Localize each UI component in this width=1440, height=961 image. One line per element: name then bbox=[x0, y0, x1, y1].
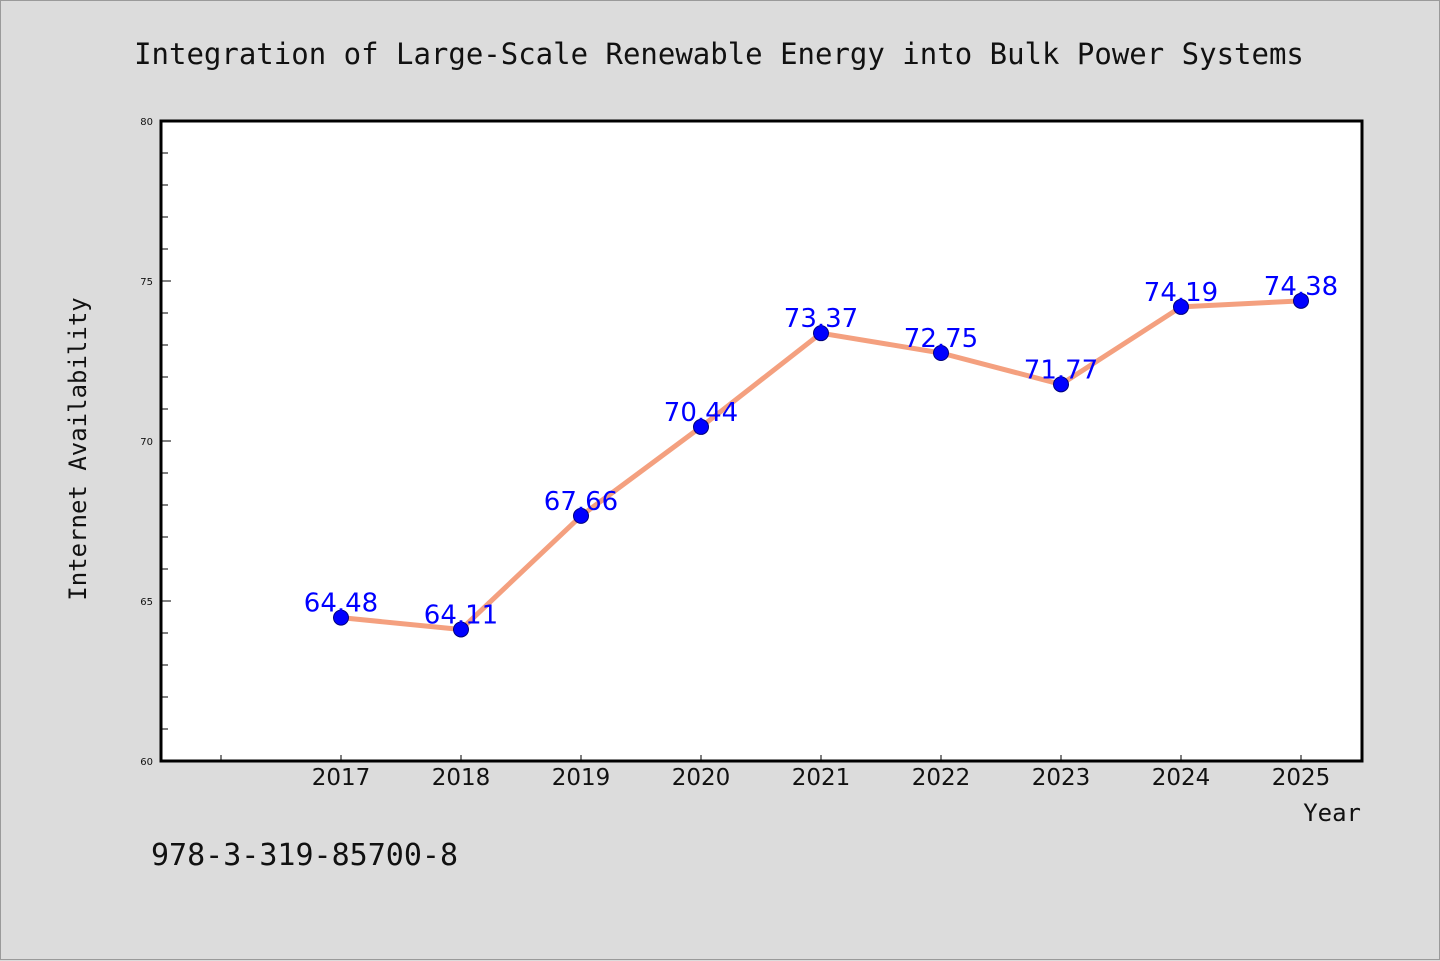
x-tick-label: 2021 bbox=[792, 765, 851, 791]
x-tick-label: 2020 bbox=[672, 765, 731, 791]
data-point-marker bbox=[693, 418, 709, 435]
x-axis-label: Year bbox=[1303, 799, 1361, 827]
data-point-label: 71.77 bbox=[1024, 355, 1098, 385]
data-point-label: 74.19 bbox=[1144, 278, 1218, 308]
y-tick-label: 75 bbox=[140, 277, 153, 288]
y-axis-label: Internet Availability bbox=[64, 297, 92, 600]
data-point-label: 67.66 bbox=[544, 487, 618, 517]
data-point-label: 64.48 bbox=[304, 589, 378, 619]
data-point-label: 70.44 bbox=[664, 398, 738, 428]
isbn-footer: 978-3-319-85700-8 bbox=[151, 838, 458, 873]
x-tick-label: 2023 bbox=[1032, 765, 1091, 791]
x-axis-ticks: 2017 2018 2019 2020 2021 2022 2023 2024 2025 bbox=[220, 755, 1331, 791]
data-point-marker bbox=[453, 621, 469, 638]
x-tick-label: 2022 bbox=[912, 765, 971, 791]
y-tick-label: 60 bbox=[140, 757, 153, 768]
data-point-marker bbox=[1293, 292, 1309, 309]
y-tick-label: 80 bbox=[140, 117, 153, 128]
data-point-label: 64.11 bbox=[424, 600, 498, 630]
data-point-marker bbox=[1173, 298, 1189, 315]
x-tick-label: 2017 bbox=[312, 765, 371, 791]
series-line-group: 64.48 64.11 67.66 70.44 73.37 72.75 71.77 74.19… bbox=[304, 272, 1338, 638]
x-tick-label: 2024 bbox=[1152, 765, 1211, 791]
x-tick-label: 2025 bbox=[1272, 765, 1331, 791]
data-point-marker bbox=[573, 507, 589, 524]
data-point-label: 74.38 bbox=[1264, 272, 1338, 302]
data-point-label: 73.37 bbox=[784, 304, 858, 334]
x-tick-label: 2019 bbox=[552, 765, 611, 791]
data-point-marker bbox=[933, 345, 949, 361]
chart-title: Integration of Large-Scale Renewable Ene… bbox=[134, 37, 1304, 71]
y-tick-label: 65 bbox=[140, 597, 153, 608]
data-point-marker bbox=[813, 325, 829, 342]
data-point-marker bbox=[333, 609, 349, 626]
y-tick-label: 70 bbox=[140, 437, 153, 448]
data-point-label: 72.75 bbox=[904, 324, 978, 354]
x-tick-label: 2018 bbox=[432, 765, 491, 791]
data-point-marker bbox=[1053, 376, 1069, 393]
plot-area bbox=[159, 119, 1364, 763]
y-axis-ticks: 60 65 70 75 80 bbox=[140, 117, 171, 768]
